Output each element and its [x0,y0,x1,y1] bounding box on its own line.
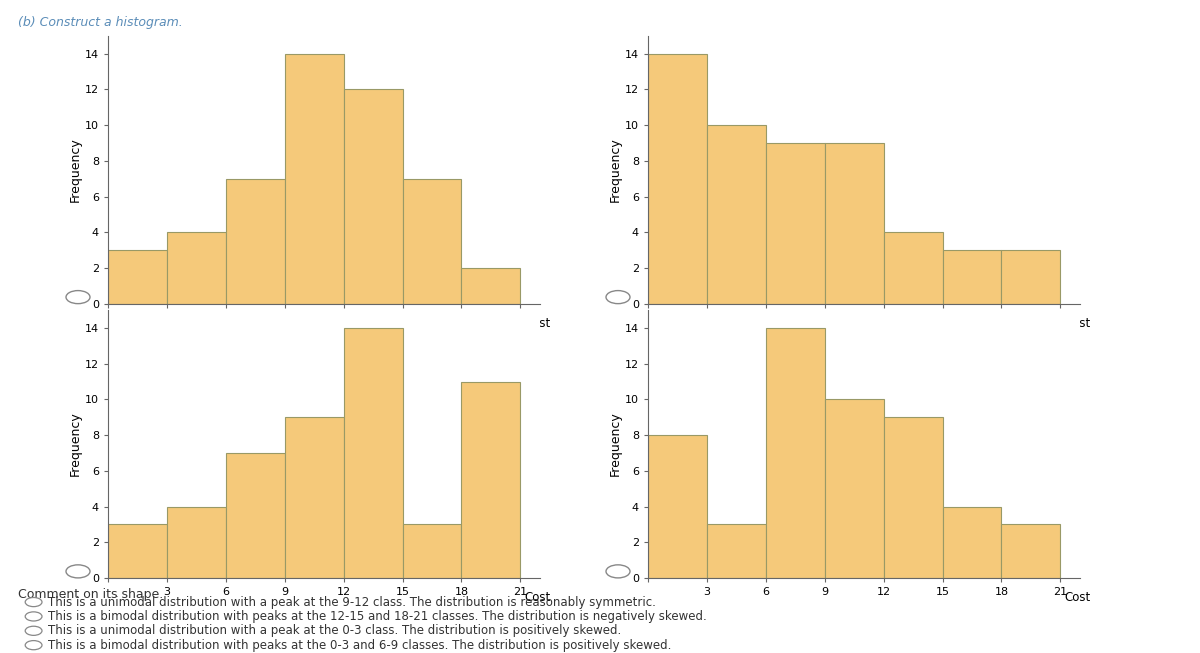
Text: Cost: Cost [1064,317,1091,330]
Text: Cost: Cost [524,592,551,604]
Text: Cost: Cost [1064,592,1091,604]
Bar [108,250,167,304]
Bar [766,143,824,304]
Bar [343,89,402,304]
Bar [824,143,883,304]
Bar [284,417,343,578]
Bar [108,524,167,578]
Text: This is a bimodal distribution with peaks at the 12-15 and 18-21 classes. The di: This is a bimodal distribution with peak… [48,610,707,623]
Text: This is a bimodal distribution with peaks at the 0-3 and 6-9 classes. The distri: This is a bimodal distribution with peak… [48,639,671,652]
Bar [824,400,883,578]
Bar [883,232,942,304]
Bar [648,435,707,578]
Y-axis label: Frequency: Frequency [70,411,82,477]
Bar [883,417,942,578]
Text: Cost: Cost [524,317,551,330]
Bar [402,179,462,304]
Bar [766,328,824,578]
Bar [226,179,284,304]
Bar [942,507,1002,578]
Bar [462,268,521,304]
Bar [167,507,226,578]
Y-axis label: Frequency: Frequency [610,411,622,477]
Bar [462,381,521,578]
Text: Comment on its shape.: Comment on its shape. [18,588,163,601]
Bar [343,328,402,578]
Text: (b) Construct a histogram.: (b) Construct a histogram. [18,16,182,29]
Bar [707,125,766,304]
Bar [1002,524,1061,578]
Bar [402,524,462,578]
Y-axis label: Frequency: Frequency [610,137,622,202]
Bar [707,524,766,578]
Bar [167,232,226,304]
Bar [1002,250,1061,304]
Bar [226,453,284,578]
Bar [942,250,1002,304]
Text: This is a unimodal distribution with a peak at the 0-3 class. The distribution i: This is a unimodal distribution with a p… [48,624,622,637]
Y-axis label: Frequency: Frequency [70,137,82,202]
Bar [284,54,343,304]
Text: This is a unimodal distribution with a peak at the 9-12 class. The distribution : This is a unimodal distribution with a p… [48,596,656,609]
Bar [648,54,707,304]
